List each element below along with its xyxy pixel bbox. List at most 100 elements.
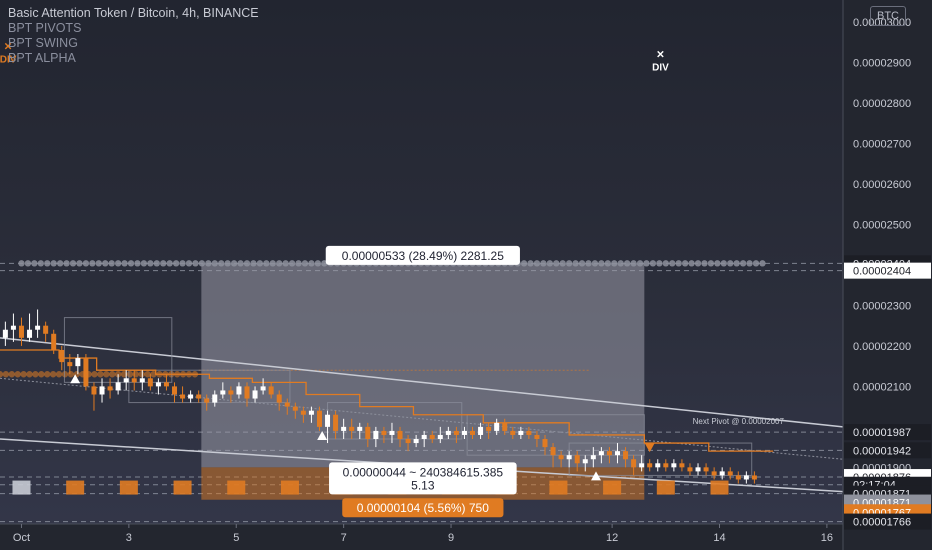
candle-body <box>196 394 202 399</box>
pivot-dot <box>24 260 32 267</box>
y-axis: 0.00003000 0.00002900 0.00002800 0.00002700… <box>842 0 932 550</box>
candle-body <box>614 451 620 456</box>
pivot-dot <box>694 260 702 267</box>
pivot-dot <box>707 260 715 267</box>
pivot-dot <box>527 260 534 267</box>
candle-body <box>494 422 500 431</box>
alpha-square <box>66 480 85 495</box>
pivot-dot <box>585 260 592 267</box>
candle-body <box>711 471 717 476</box>
pivot-dot-orange <box>20 371 27 378</box>
x-tick-label: 7 <box>341 532 347 544</box>
alpha-square <box>12 480 31 495</box>
pivot-dot <box>559 260 566 267</box>
y-tick-label: 0.00003000 <box>853 17 911 29</box>
candle-body <box>542 439 548 448</box>
swing-down-triangle <box>644 443 655 453</box>
candle-body <box>550 447 556 456</box>
candle-body <box>83 358 89 387</box>
y-tick-label: 0.00002800 <box>853 98 911 110</box>
candle-body <box>510 430 516 435</box>
pivot-dot <box>108 260 115 267</box>
candle-body <box>574 455 580 464</box>
pivot-dot <box>540 260 547 267</box>
pivot-dot <box>224 260 231 267</box>
x-tick-label: 5 <box>233 532 239 544</box>
alpha-square <box>280 480 299 495</box>
candle-body <box>703 467 709 472</box>
candle-body <box>357 426 363 431</box>
candle-body <box>59 349 65 363</box>
pivot-dot <box>662 260 670 267</box>
pivot-dot <box>218 260 225 267</box>
candle-body <box>631 459 637 468</box>
candle-body <box>204 398 210 403</box>
pivot-dot <box>166 260 173 267</box>
pivot-dot <box>76 260 83 267</box>
y-tick-label: 0.00002100 <box>853 381 911 393</box>
pivot-dot <box>147 260 154 267</box>
candle-body <box>671 463 677 468</box>
pivot-dot <box>611 260 618 267</box>
candle-body <box>35 325 41 330</box>
pivot-dot-orange <box>138 371 145 378</box>
pivot-dot <box>572 260 579 267</box>
pivot-dot <box>250 260 257 267</box>
pivot-dot <box>237 260 244 267</box>
trend-line-mid <box>0 377 843 460</box>
chart-legend: Basic Attention Token / Bitcoin, 4h, BIN… <box>8 6 259 66</box>
pivot-dot <box>31 260 38 267</box>
pivot-dot <box>134 260 141 267</box>
candle-body <box>470 430 476 435</box>
pivot-dot <box>688 260 695 267</box>
measure-top-label-text: 0.00000533 (28.49%) 2281.25 <box>342 249 504 263</box>
pivot-dot-orange <box>114 371 122 378</box>
candle-body <box>502 422 508 431</box>
candle-body <box>365 426 371 440</box>
pivot-dot <box>520 260 528 267</box>
candle-body <box>381 430 387 435</box>
candle-body <box>333 414 339 431</box>
pivot-dot <box>56 260 64 267</box>
candle-body <box>276 394 282 403</box>
candle-body <box>236 386 242 395</box>
x-tick-label: 3 <box>126 532 132 544</box>
pivot-dot <box>89 260 96 267</box>
candle-body <box>228 390 234 395</box>
candle-body <box>180 394 186 399</box>
indicator-swing[interactable]: BPT SWING <box>8 36 78 50</box>
pivot-dot <box>18 260 25 267</box>
candle-body <box>51 333 57 350</box>
candle-body <box>308 410 314 415</box>
price-badge-label: 0.00001942 <box>853 445 911 457</box>
pivot-dot <box>578 260 586 267</box>
pivot-dot <box>565 260 573 267</box>
pivot-dot <box>276 260 283 267</box>
pivot-dot <box>211 260 218 267</box>
candle-body <box>687 467 693 472</box>
pivot-dot-orange <box>67 371 75 378</box>
candle-body <box>453 430 459 435</box>
x-tick-label: 14 <box>713 532 725 544</box>
pivot-dot <box>256 260 264 267</box>
currency-label: BTC <box>877 10 899 22</box>
candle-body <box>10 325 16 330</box>
candle-body <box>155 382 161 387</box>
y-tick-label: 0.00002200 <box>853 341 911 353</box>
swing-up-triangle <box>591 471 602 481</box>
currency-button[interactable]: BTC <box>870 6 906 26</box>
pivot-dot <box>656 260 663 267</box>
measure-top-label-bg <box>325 245 520 265</box>
pivot-dot-orange <box>61 371 69 378</box>
pivot-dot <box>301 260 309 267</box>
candle-body <box>43 325 49 334</box>
pivot-dot <box>140 260 148 267</box>
pivot-dot-orange <box>97 371 104 378</box>
indicator-alpha[interactable]: BPT ALPHA <box>8 51 76 65</box>
pivot-dot <box>553 260 560 267</box>
indicator-pivots[interactable]: BPT PIVOTS <box>8 21 82 35</box>
candle-body <box>252 390 258 399</box>
alpha-square <box>119 480 138 495</box>
